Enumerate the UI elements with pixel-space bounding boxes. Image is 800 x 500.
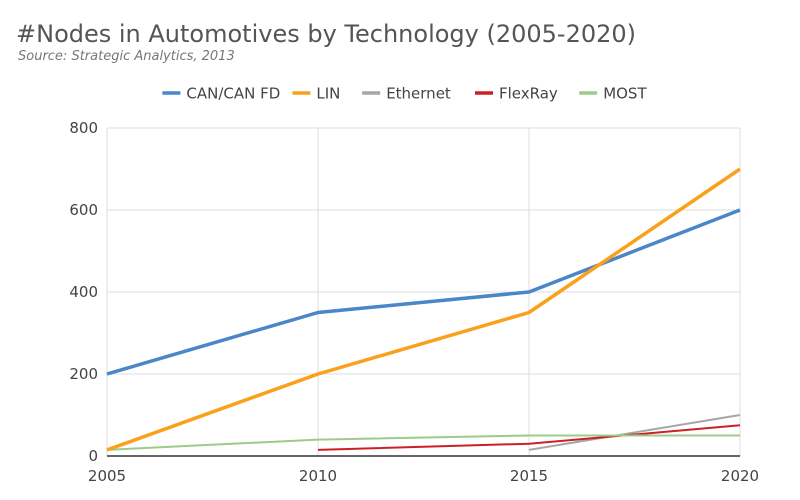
series-line-ethernet [528,414,741,451]
x-tick-label: 2020 [721,467,759,485]
x-tick-label: 2005 [88,467,126,485]
y-tick-label: 200 [69,365,98,383]
x-tick-label: 2010 [299,467,337,485]
y-tick-label: 600 [69,201,98,219]
y-tick-label: 400 [69,283,98,301]
series-lines [106,167,741,452]
series-line-lin [106,167,741,452]
series-line-flexray [317,424,741,451]
x-tick-label: 2015 [510,467,548,485]
legend-label-most: MOST [603,85,647,103]
series-line-can-can-fd [106,208,741,376]
series-line-most [106,434,740,451]
axes: 0 200 400 600 800 2005 2010 2015 2020 [69,119,759,485]
legend-label-ethernet: Ethernet [386,85,451,103]
gridlines [106,127,741,456]
y-tick-label: 0 [88,447,98,465]
chart-title: #Nodes in Automotives by Technology (200… [16,20,637,48]
legend-label-flexray: FlexRay [499,85,558,103]
legend: CAN/CAN FD LIN Ethernet FlexRay MOST [162,85,647,103]
legend-label-lin: LIN [316,85,340,103]
chart-subtitle: Source: Strategic Analytics, 2013 [18,49,235,64]
legend-label-can-can-fd: CAN/CAN FD [186,85,280,103]
y-tick-label: 800 [69,119,98,137]
